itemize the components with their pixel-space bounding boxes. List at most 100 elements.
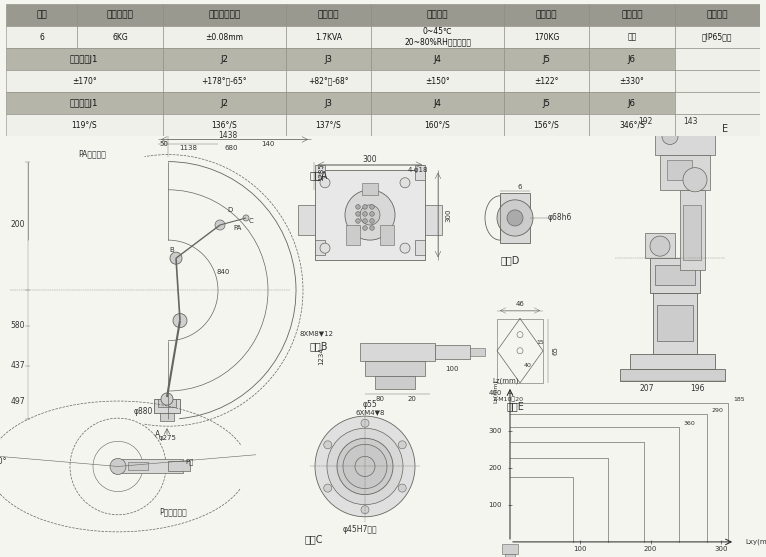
Text: 20: 20 (408, 396, 417, 402)
Text: 最大速度J1: 最大速度J1 (70, 99, 99, 108)
Bar (315, 165, 325, 180)
Bar (589, 26, 675, 48)
Bar (372, 70, 504, 92)
Circle shape (398, 484, 406, 492)
Bar (372, 114, 504, 136)
Bar (504, 92, 589, 114)
Text: φ68h6: φ68h6 (548, 213, 572, 222)
Text: 位置重复精度: 位置重复精度 (208, 11, 241, 19)
Bar (675, 92, 760, 114)
Bar (162, 92, 286, 114)
Bar (655, 265, 695, 285)
Circle shape (355, 212, 360, 216)
Circle shape (320, 243, 330, 253)
Bar (589, 48, 675, 70)
Text: J5: J5 (542, 99, 551, 108)
Text: 8XM8▼12: 8XM8▼12 (299, 330, 333, 336)
Text: PA动作范围: PA动作范围 (78, 149, 106, 158)
Bar (504, 4, 589, 26)
Text: 143: 143 (683, 117, 697, 126)
Bar (589, 4, 675, 26)
Circle shape (370, 219, 375, 223)
Text: E: E (722, 124, 728, 134)
Bar (346, 225, 360, 245)
Text: 65: 65 (552, 346, 558, 355)
Bar (504, 48, 589, 70)
Bar (128, 462, 148, 471)
Text: 136°/S: 136°/S (211, 121, 237, 130)
Text: 300: 300 (362, 155, 378, 164)
Text: 156°/S: 156°/S (534, 121, 559, 130)
Bar (653, 294, 697, 354)
Text: 192: 192 (638, 117, 652, 126)
Text: 346°/S: 346°/S (619, 121, 645, 130)
Circle shape (362, 219, 368, 223)
Text: 1285: 1285 (318, 163, 324, 180)
Bar (380, 225, 394, 245)
Bar (113, 460, 183, 473)
Circle shape (320, 178, 330, 188)
Text: 140: 140 (261, 140, 275, 146)
Bar (77, 26, 162, 48)
Text: φ45H7通孔: φ45H7通孔 (342, 525, 378, 534)
Text: 15: 15 (536, 340, 544, 345)
Text: 6KG: 6KG (112, 32, 128, 42)
Text: 20°: 20° (0, 457, 7, 466)
Bar (315, 170, 425, 260)
Text: ±170°: ±170° (72, 77, 97, 86)
Bar (504, 70, 589, 92)
Text: 6: 6 (518, 184, 522, 190)
Circle shape (324, 441, 332, 449)
Circle shape (355, 204, 360, 209)
Bar (162, 70, 286, 92)
Circle shape (243, 215, 249, 221)
Text: 6XM4▼8: 6XM4▼8 (355, 409, 385, 415)
Bar (675, 114, 760, 136)
Bar (675, 48, 760, 70)
Text: 200: 200 (489, 465, 502, 471)
Text: 地面: 地面 (627, 32, 637, 42)
Bar (6, 4, 77, 26)
Text: 400: 400 (489, 390, 502, 397)
Circle shape (173, 314, 187, 328)
Bar (470, 348, 485, 356)
Text: 300: 300 (489, 428, 502, 433)
Bar (372, 48, 504, 70)
Text: 170KG: 170KG (534, 32, 559, 42)
Text: 防护等级: 防护等级 (706, 11, 728, 19)
Text: 40: 40 (524, 363, 532, 368)
Bar (360, 343, 435, 361)
Text: 使用环境: 使用环境 (427, 11, 448, 19)
Circle shape (161, 393, 173, 405)
Text: ±0.08mm: ±0.08mm (205, 32, 243, 42)
Bar (683, 205, 701, 260)
Text: P点动作范围: P点动作范围 (159, 507, 187, 516)
Text: C: C (249, 218, 254, 224)
Text: 437: 437 (11, 361, 25, 370)
Bar (372, 26, 504, 48)
Text: 360: 360 (684, 421, 696, 426)
Bar (162, 114, 286, 136)
Bar (505, 554, 515, 557)
Circle shape (355, 219, 360, 223)
Text: J6: J6 (628, 55, 636, 63)
Text: 100: 100 (489, 502, 502, 508)
Circle shape (362, 212, 368, 216)
Bar (6, 92, 162, 114)
Text: 580: 580 (11, 321, 25, 330)
Circle shape (662, 129, 678, 144)
Bar (655, 126, 715, 155)
Text: 0~45℃
20~80%RH（无结露）: 0~45℃ 20~80%RH（无结露） (404, 27, 471, 47)
Circle shape (398, 441, 406, 449)
Text: 1438: 1438 (218, 131, 237, 140)
Text: 电源容量: 电源容量 (318, 11, 339, 19)
Text: PA: PA (234, 225, 242, 231)
Circle shape (327, 428, 403, 505)
Circle shape (360, 205, 380, 225)
Text: J3: J3 (325, 55, 332, 63)
Bar (502, 544, 518, 554)
Circle shape (361, 506, 369, 514)
Bar (298, 205, 315, 235)
Text: 100: 100 (445, 366, 459, 372)
Bar (620, 369, 725, 381)
